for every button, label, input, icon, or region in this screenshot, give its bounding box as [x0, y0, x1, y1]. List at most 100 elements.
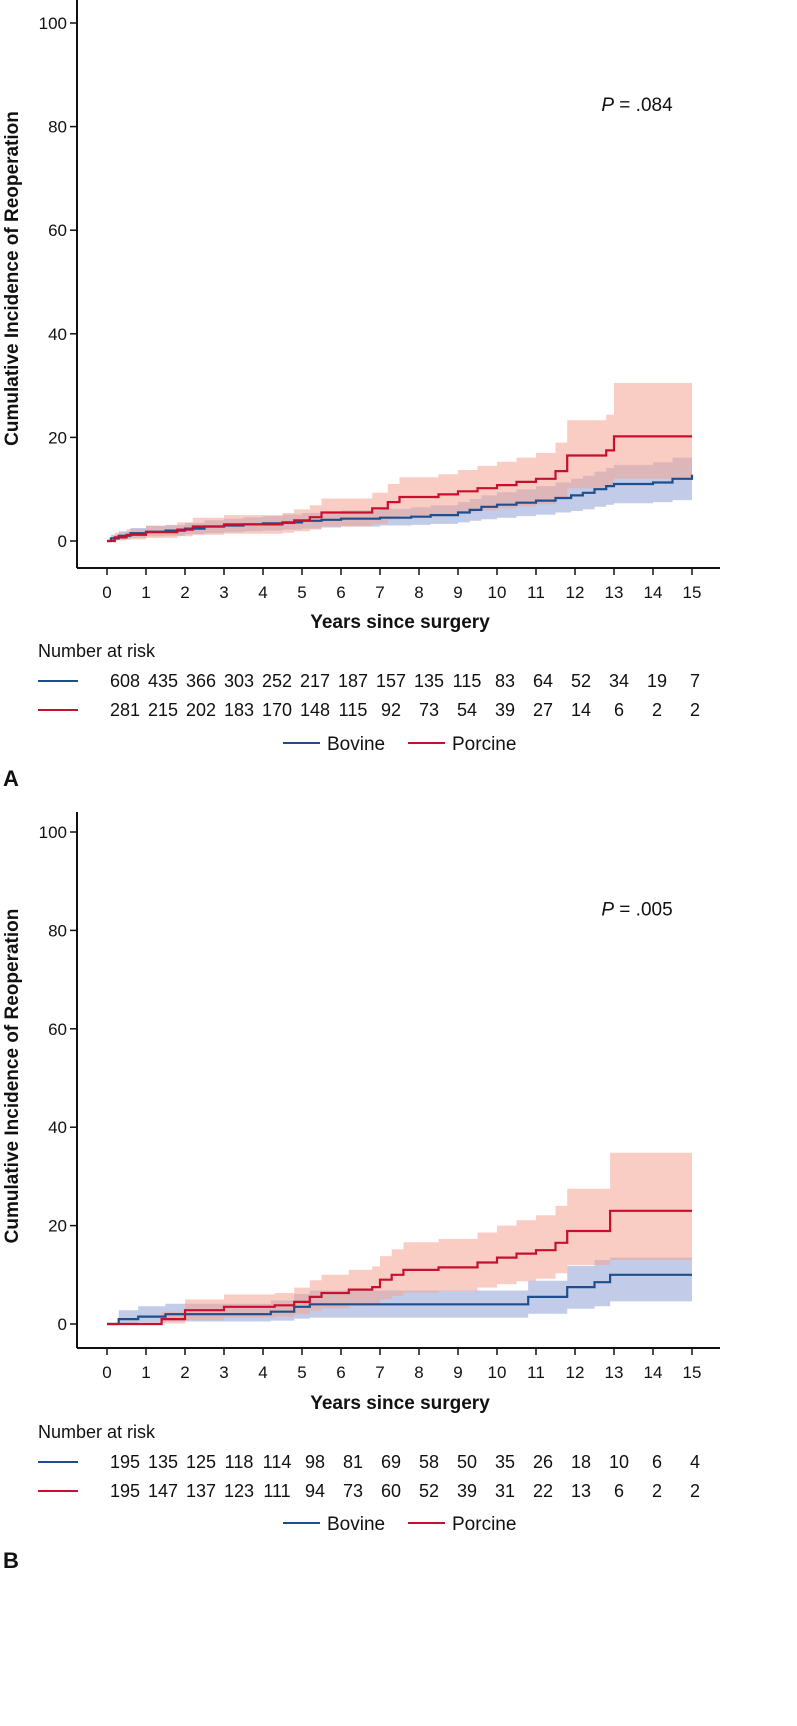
legend-label-bovine: Bovine: [327, 1514, 385, 1535]
risk-count: 114: [263, 1452, 292, 1472]
risk-count: 35: [495, 1452, 515, 1472]
risk-count: 54: [457, 700, 477, 720]
y-axis-title: Cumulative Incidence of Reoperation: [2, 909, 23, 1244]
risk-count: 6: [614, 700, 624, 720]
risk-count: 60: [381, 1481, 401, 1501]
risk-count: 64: [533, 671, 553, 691]
y-tick-label: 80: [48, 118, 67, 137]
x-tick-label: 1: [141, 1363, 150, 1382]
risk-count: 7: [690, 671, 700, 691]
risk-count: 195: [110, 1452, 140, 1472]
risk-count: 19: [647, 671, 667, 691]
x-axis-title: Years since surgery: [310, 612, 490, 633]
p-value-annotation: P = .084: [601, 95, 673, 116]
x-tick-label: 14: [644, 583, 663, 602]
x-axis-title: Years since surgery: [310, 1393, 490, 1414]
x-tick-label: 11: [527, 583, 545, 602]
risk-count: 13: [571, 1481, 591, 1501]
risk-count: 14: [571, 700, 591, 720]
risk-count: 94: [305, 1481, 325, 1501]
x-tick-label: 5: [297, 1363, 306, 1382]
risk-count: 118: [225, 1452, 254, 1472]
risk-count: 148: [300, 700, 330, 720]
y-axis-title: Cumulative Incidence of Reoperation: [2, 111, 23, 446]
x-tick-label: 12: [566, 1363, 585, 1382]
risk-count: 135: [148, 1452, 178, 1472]
x-tick-label: 3: [219, 1363, 228, 1382]
x-tick-label: 9: [453, 1363, 462, 1382]
risk-count: 6: [614, 1481, 624, 1501]
p-value-annotation: P = .005: [601, 900, 672, 921]
risk-count: 92: [381, 700, 401, 720]
risk-count: 26: [533, 1452, 553, 1472]
x-tick-label: 13: [605, 1363, 624, 1382]
risk-count: 202: [186, 700, 216, 720]
x-tick-label: 3: [219, 583, 228, 602]
risk-count: 6: [652, 1452, 662, 1472]
risk-count: 22: [533, 1481, 553, 1501]
x-tick-label: 7: [375, 583, 384, 602]
x-tick-label: 9: [453, 583, 462, 602]
risk-count: 18: [571, 1452, 591, 1472]
risk-count: 303: [224, 671, 254, 691]
x-tick-label: 2: [180, 583, 189, 602]
risk-count: 31: [495, 1481, 515, 1501]
p-value-symbol: P: [601, 900, 614, 921]
risk-count: 183: [224, 700, 254, 720]
x-tick-label: 8: [414, 1363, 423, 1382]
risk-count: 34: [609, 671, 629, 691]
risk-count: 2: [690, 1481, 700, 1501]
risk-count: 83: [495, 671, 515, 691]
risk-table-title: Number at risk: [38, 641, 156, 661]
risk-count: 2: [690, 700, 700, 720]
x-tick-label: 0: [102, 583, 111, 602]
risk-count: 73: [343, 1481, 363, 1501]
y-tick-label: 80: [48, 921, 67, 940]
y-tick-label: 60: [48, 1020, 67, 1039]
risk-count: 10: [609, 1452, 629, 1472]
risk-count: 115: [339, 700, 368, 720]
risk-count: 135: [414, 671, 444, 691]
risk-count: 125: [186, 1452, 216, 1472]
x-tick-label: 11: [527, 1363, 545, 1382]
risk-count: 608: [110, 671, 140, 691]
risk-count: 123: [224, 1481, 254, 1501]
legend-label-porcine: Porcine: [452, 1514, 516, 1535]
x-tick-label: 5: [297, 583, 306, 602]
risk-table-title: Number at risk: [38, 1422, 156, 1442]
risk-count: 187: [338, 671, 368, 691]
risk-count: 137: [186, 1481, 216, 1501]
confidence-band-porcine: [107, 1152, 692, 1324]
x-tick-label: 4: [258, 583, 267, 602]
y-tick-label: 20: [48, 428, 67, 447]
risk-count: 2: [652, 1481, 662, 1501]
risk-count: 4: [690, 1452, 700, 1472]
risk-count: 2: [652, 700, 662, 720]
y-tick-label: 0: [58, 532, 67, 551]
series-line-bovine: [107, 1273, 692, 1326]
x-tick-label: 7: [375, 1363, 384, 1382]
risk-count: 52: [571, 671, 591, 691]
panel-label: A: [3, 766, 19, 791]
y-tick-label: 0: [58, 1315, 67, 1334]
panel-label: B: [3, 1548, 19, 1573]
y-tick-label: 40: [48, 1118, 67, 1137]
x-tick-label: 15: [683, 1363, 702, 1382]
risk-count: 217: [300, 671, 330, 691]
risk-count: 115: [453, 671, 482, 691]
y-tick-label: 60: [48, 221, 67, 240]
risk-count: 98: [305, 1452, 325, 1472]
y-tick-label: 100: [39, 823, 67, 842]
risk-count: 39: [457, 1481, 477, 1501]
x-tick-label: 2: [180, 1363, 189, 1382]
x-tick-label: 4: [258, 1363, 267, 1382]
risk-count: 252: [262, 671, 292, 691]
p-value-text: = .084: [614, 95, 673, 116]
risk-count: 111: [263, 1481, 290, 1501]
x-tick-label: 10: [488, 583, 507, 602]
risk-count: 58: [419, 1452, 439, 1472]
y-tick-label: 100: [39, 14, 67, 33]
y-tick-label: 40: [48, 325, 67, 344]
risk-count: 52: [419, 1481, 439, 1501]
